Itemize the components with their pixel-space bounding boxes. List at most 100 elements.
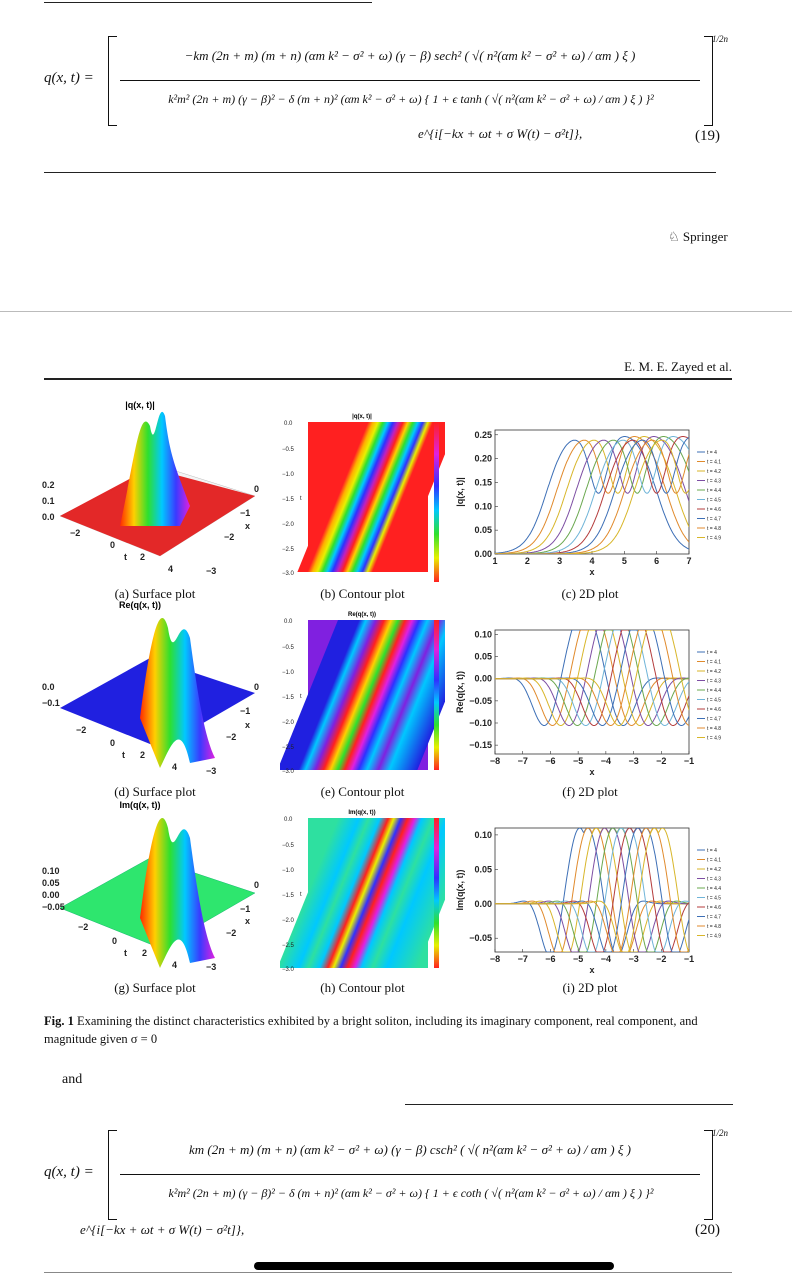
caption-g: (g) Surface plot [114, 980, 196, 995]
x-axis-label: x [589, 767, 594, 777]
legend-entry: t = 4.8 [707, 526, 721, 532]
svg-text:−0.5: −0.5 [282, 843, 295, 849]
figure-caption: Fig. 1 Examining the distinct characteri… [44, 1012, 734, 1048]
legend-entry: t = 4.9 [707, 536, 721, 542]
springer-label: Springer [682, 229, 728, 244]
caption-f: (f) 2D plot [562, 784, 618, 799]
legend-entry: t = 4.1 [707, 660, 721, 666]
x-tick-label: −8 [490, 954, 500, 964]
legend-entry: t = 4.6 [707, 707, 721, 713]
x-tick-label: −3 [628, 954, 638, 964]
svg-text:−2: −2 [76, 725, 86, 735]
svg-text:0: 0 [110, 738, 115, 748]
series-line [495, 436, 689, 554]
svg-text:x: x [245, 720, 250, 730]
svg-text:−2.5: −2.5 [282, 745, 295, 751]
svg-text:0.10: 0.10 [42, 866, 60, 876]
legend-entry: t = 4.5 [707, 896, 721, 902]
y-tick-label: 0.10 [474, 830, 492, 840]
series-line [495, 630, 689, 726]
surface-plot-d: Re(q(x, t)) 0.0 −0.1 −2 0 2 4 t 0 −1 −2 −3 x [42, 600, 259, 776]
eq20-left-bracket [108, 1130, 117, 1220]
legend-entry: t = 4.5 [707, 698, 721, 704]
svg-text:−1: −1 [240, 706, 250, 716]
y-tick-label: 0.00 [474, 899, 492, 909]
svg-text:−2.0: −2.0 [282, 918, 295, 924]
legend-entry: t = 4 [707, 848, 717, 854]
x-tick-label: −1 [684, 954, 694, 964]
svg-text:−2: −2 [70, 528, 80, 538]
y-tick-label: −0.05 [469, 933, 492, 943]
eq20-number: (20) [695, 1222, 720, 1238]
x-tick-label: −6 [545, 756, 555, 766]
surface-plot-a: |q(x, t)| 0.2 0.1 0.0 −2 0 2 4 t 0 −1 −2 −3 x [42, 400, 259, 576]
svg-text:0.0: 0.0 [284, 619, 293, 625]
series-line [495, 436, 689, 554]
y-tick-label: 0.15 [474, 477, 492, 487]
caption-i: (i) 2D plot [562, 980, 618, 995]
legend-entry: t = 4.2 [707, 469, 721, 475]
plot-frame [494, 429, 690, 555]
svg-text:t: t [300, 496, 302, 502]
x-axis-label: x [589, 567, 594, 577]
surface-plot-g: Im(q(x, t)) 0.10 0.05 0.00 −0.05 −2 0 2 4 t 0 −… [42, 800, 259, 972]
contour-plot-h: Im(q(x, t)) 0.0−0.5−1.0−1.5−2.0−2.5−3.0 … [280, 810, 445, 973]
y-tick-label: −0.15 [469, 740, 492, 750]
eq19-exponent: 1/2n [712, 34, 729, 44]
svg-text:−2: −2 [78, 922, 88, 932]
eq20-denominator: k²m² (2n + m) (γ − β)² − δ (m + n)² (αm … [168, 1186, 654, 1200]
y-tick-label: 0.10 [474, 501, 492, 511]
x-tick-label: −8 [490, 756, 500, 766]
svg-text:t: t [300, 694, 302, 700]
svg-text:4: 4 [172, 960, 177, 970]
svg-text:4: 4 [172, 762, 177, 772]
svg-text:−0.5: −0.5 [282, 447, 295, 453]
svg-text:0.0: 0.0 [284, 421, 293, 427]
svg-text:−2.0: −2.0 [282, 522, 295, 528]
eq20-right-bracket [704, 1130, 713, 1220]
svg-text:0.05: 0.05 [42, 878, 60, 888]
line-plot-c: 1 2 3 4 5 6 7 0.00 0.05 0.10 0.15 0.20 0.25 x |q(x, t)… [455, 429, 721, 577]
svg-text:0: 0 [254, 682, 259, 692]
legend-entry: t = 4 [707, 650, 717, 656]
svg-text:−1: −1 [240, 904, 250, 914]
home-indicator[interactable] [254, 1262, 614, 1270]
svg-text:x: x [245, 521, 250, 531]
x-tick-label: 3 [557, 556, 562, 566]
legend-entry: t = 4.8 [707, 924, 721, 930]
contour-plot-e: Re(q(x, t)) 0.0−0.5−1.0−1.5−2.0−2.5−3.0 … [280, 612, 445, 775]
svg-text:−3.0: −3.0 [282, 967, 295, 973]
springer-horse-icon: ♘ [668, 229, 680, 244]
x-tick-label: 6 [654, 556, 659, 566]
eq19-number: (19) [695, 128, 720, 144]
legend-entry: t = 4.5 [707, 498, 721, 504]
contour-plot-b: |q(x, t)| 0.0 −0.5 −1.0 −1.5 −2.0 −2.5 −3.0 t [282, 414, 445, 582]
svg-text:t: t [300, 892, 302, 898]
caption-c: (c) 2D plot [561, 586, 619, 601]
eq19-right-bracket [704, 36, 713, 126]
svg-text:−3: −3 [206, 766, 216, 776]
legend-entry: t = 4.7 [707, 717, 721, 723]
figure-1: |q(x, t)| 0.2 0.1 0.0 −2 0 2 4 t 0 −1 −2 −3 x (a)… [0, 396, 792, 1006]
x-tick-label: −4 [601, 954, 611, 964]
legend-entry: t = 4.7 [707, 915, 721, 921]
x-tick-label: 4 [589, 556, 594, 566]
svg-text:0.0: 0.0 [42, 512, 55, 522]
series-line [495, 436, 689, 554]
svg-text:−1.5: −1.5 [282, 893, 295, 899]
x-tick-label: −2 [656, 954, 666, 964]
caption-a: (a) Surface plot [114, 586, 196, 601]
eq19-phase: e^{i[−kx + ωt + σ W(t) − σ²t]}, [418, 126, 583, 141]
y-axis-label: Re(q(x, t)) [455, 671, 465, 713]
x-tick-label: 7 [686, 556, 691, 566]
y-tick-label: 0.10 [474, 629, 492, 639]
legend-entry: t = 4.2 [707, 867, 721, 873]
svg-text:0.00: 0.00 [42, 890, 60, 900]
svg-text:t: t [124, 948, 127, 958]
eq20-lhs: q(x, t) = [44, 1164, 94, 1180]
line-plot-f: −8 −7 −6 −5 −4 −3 −2 −1 −0.15 −0.10 −0.05 0.00 0.05 0… [455, 629, 721, 777]
svg-text:0: 0 [254, 484, 259, 494]
svg-text:−1.0: −1.0 [282, 868, 295, 874]
y-tick-label: 0.25 [474, 430, 492, 440]
caption-b: (b) Contour plot [320, 586, 405, 601]
